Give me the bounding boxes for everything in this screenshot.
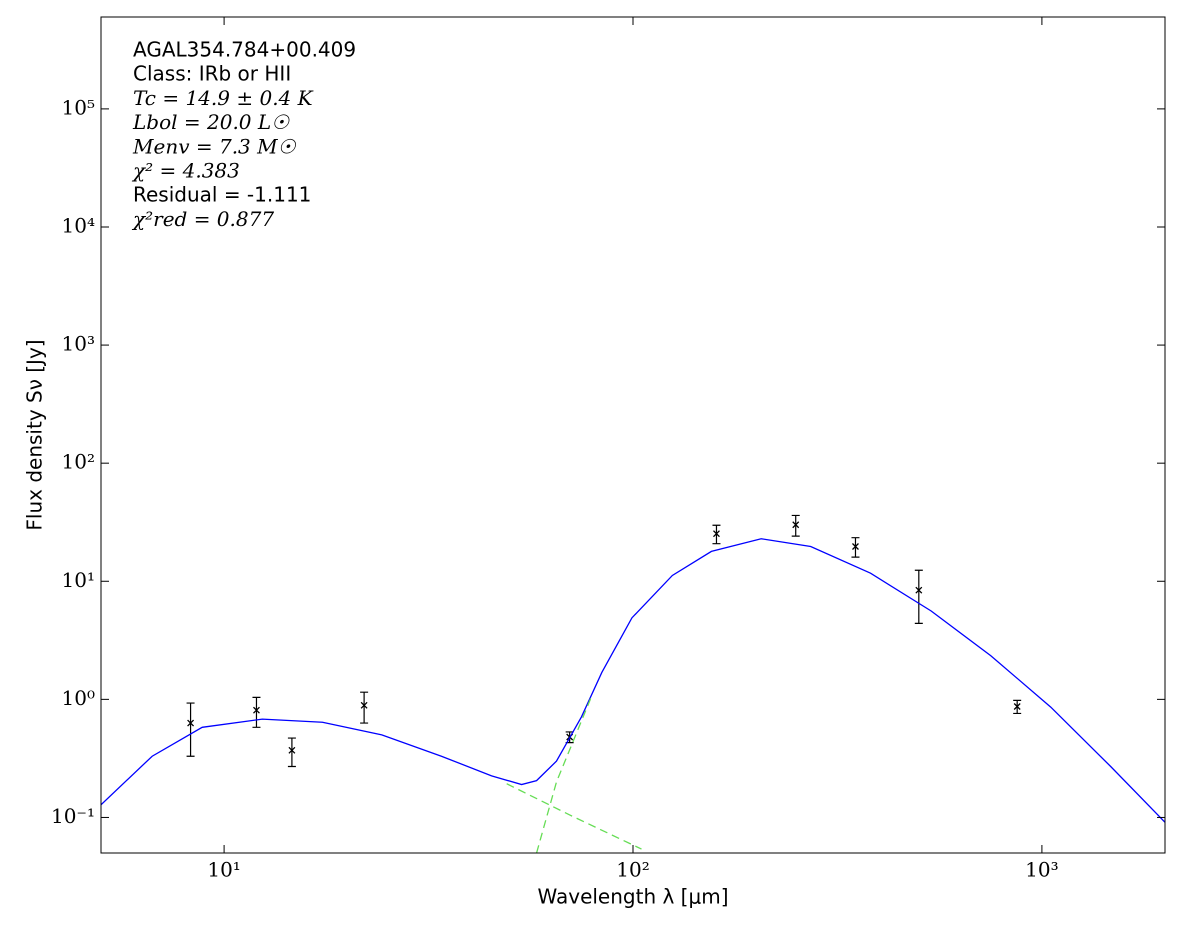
annotation: AGAL354.784+00.409 <box>133 38 356 62</box>
y-tick-label: 10⁵ <box>62 95 95 119</box>
x-tick-label: 10² <box>616 858 649 882</box>
component-curve <box>506 783 642 850</box>
data-point <box>852 543 859 550</box>
plot-area <box>101 514 1165 853</box>
error-bar <box>287 737 296 768</box>
y-tick-label: 10³ <box>62 332 95 356</box>
error-bar <box>252 696 261 728</box>
x-axis-label: Wavelength λ [μm] <box>537 885 728 909</box>
error-bar <box>360 691 369 724</box>
y-tick-label: 10¹ <box>62 568 95 592</box>
model-curve <box>101 538 1165 823</box>
annotation: χ²red = 0.877 <box>131 207 274 231</box>
y-axis-label: Flux density Sν [Jy] <box>23 339 47 530</box>
y-tick-label: 10⁴ <box>62 213 95 237</box>
y-tick-label: 10² <box>62 450 95 474</box>
x-tick-label: 10¹ <box>207 858 240 882</box>
error-bar <box>791 514 800 537</box>
annotation: Menv = 7.3 M☉ <box>132 134 297 158</box>
data-point <box>1013 703 1021 710</box>
x-tick-label: 10³ <box>1025 858 1058 882</box>
data-point <box>288 746 296 754</box>
component-curve <box>535 697 592 853</box>
annotation: Class: IRb or HII <box>133 62 291 86</box>
data-point <box>187 719 195 727</box>
data-point <box>915 586 923 594</box>
data-point <box>713 530 720 538</box>
annotation: Residual = -1.111 <box>133 183 311 207</box>
data-point <box>792 521 800 529</box>
annotation: Lbol = 20.0 L☉ <box>132 110 290 134</box>
y-tick-label: 10⁰ <box>62 686 95 710</box>
error-bar <box>186 702 195 757</box>
error-bar <box>851 537 860 558</box>
plot-frame <box>100 16 1166 854</box>
error-bar <box>914 569 923 624</box>
annotation: χ² = 4.383 <box>131 159 240 183</box>
data-point <box>253 706 260 714</box>
y-tick-label: 10⁻¹ <box>51 804 95 828</box>
annotation: Tc = 14.9 ± 0.4 K <box>133 86 314 110</box>
data-point <box>360 701 368 709</box>
